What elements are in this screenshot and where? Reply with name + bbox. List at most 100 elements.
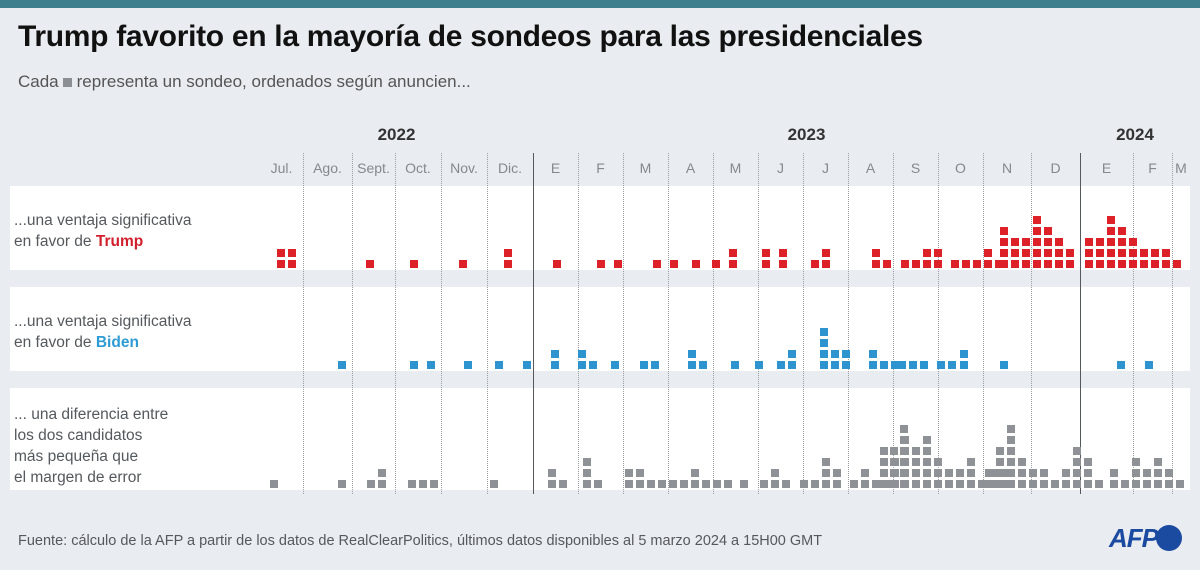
candidate-name-trump: Trump [95,233,144,250]
poll-square-trump [504,260,512,268]
poll-square-trump [712,260,720,268]
poll-square-biden [688,350,696,358]
month-label: F [596,160,605,176]
poll-square-biden [699,361,707,369]
category-band-trump [10,186,1190,270]
poll-square-trump [1151,249,1159,257]
poll-square-trump [822,260,830,268]
poll-square-trump [277,249,285,257]
poll-square-trump [1011,260,1019,268]
month-label: S [910,160,921,176]
poll-square-biden [842,361,850,369]
poll-square-tie [1073,447,1081,455]
poll-square-trump [614,260,622,268]
poll-square-trump [729,260,737,268]
poll-square-trump [1096,249,1104,257]
poll-square-tie [1154,458,1162,466]
poll-square-biden [427,361,435,369]
poll-square-tie [1095,480,1103,488]
month-divider-line [1133,153,1134,494]
poll-square-tie [548,469,556,477]
poll-square-tie [923,480,931,488]
poll-square-tie [967,469,975,477]
poll-square-trump [1033,249,1041,257]
year-divider-line [1080,153,1081,494]
poll-square-tie [996,480,1004,488]
poll-square-tie [912,480,920,488]
poll-square-tie [702,480,710,488]
poll-square-trump [1044,260,1052,268]
poll-square-trump [1118,227,1126,235]
poll-square-trump [1055,238,1063,246]
poll-square-tie [900,436,908,444]
poll-square-trump [1151,260,1159,268]
poll-square-biden [578,361,586,369]
month-divider-line [758,153,759,494]
poll-square-biden [495,361,503,369]
poll-square-trump [912,260,920,268]
poll-square-trump [1107,249,1115,257]
poll-square-biden [1145,361,1153,369]
month-divider-line [1172,153,1173,494]
poll-square-biden [820,328,828,336]
poll-square-tie [1110,469,1118,477]
category-band-biden [10,287,1190,371]
year-divider-line [533,153,534,494]
poll-square-trump [762,260,770,268]
poll-square-biden [820,350,828,358]
poll-square-trump [872,249,880,257]
category-label-trump: ...una ventaja significativa en favor de … [14,210,192,252]
poll-square-trump [984,260,992,268]
poll-square-trump [822,249,830,257]
poll-square-biden [578,350,586,358]
year-label: 2022 [377,125,416,144]
poll-square-tie [890,447,898,455]
poll-square-biden [731,361,739,369]
poll-square-tie [1029,480,1037,488]
poll-square-trump [934,249,942,257]
poll-square-trump [1129,238,1137,246]
poll-square-tie [1040,480,1048,488]
poll-square-biden [869,350,877,358]
poll-square-tie [559,480,567,488]
poll-square-trump [1129,249,1137,257]
category-label-line: ...una ventaja significativa [14,212,192,229]
poll-square-trump [1129,260,1137,268]
category-label-line: en favor de Trump [14,231,192,252]
poll-square-biden [410,361,418,369]
poll-square-trump [1140,260,1148,268]
category-label-line: en favor de Biden [14,332,192,353]
poll-square-biden [880,361,888,369]
subtitle-suffix: representa un sondeo, ordenados según an… [76,72,471,91]
month-divider-line [983,153,984,494]
poll-square-tie [408,480,416,488]
poll-square-trump [995,260,1003,268]
poll-square-trump [366,260,374,268]
poll-square-trump [962,260,970,268]
poll-square-tie [1000,480,1008,488]
poll-square-trump [1118,238,1126,246]
poll-square-biden [551,361,559,369]
poll-square-tie [1084,469,1092,477]
month-divider-line [848,153,849,494]
month-divider-line [623,153,624,494]
poll-square-tie [985,469,993,477]
poll-square-trump [1162,249,1170,257]
poll-square-tie [270,480,278,488]
poll-square-trump [1011,249,1019,257]
poll-square-trump [1107,238,1115,246]
poll-square-tie [822,458,830,466]
poll-square-tie [760,480,768,488]
poll-square-tie [945,469,953,477]
month-label: F [1148,160,1157,176]
poll-square-trump [923,260,931,268]
poll-square-tie [861,469,869,477]
poll-square-tie [800,480,808,488]
poll-square-tie [548,480,556,488]
poll-square-tie [1132,480,1140,488]
poll-square-tie [912,458,920,466]
poll-square-trump [779,249,787,257]
month-divider-line [893,153,894,494]
poll-square-tie [625,480,633,488]
poll-square-biden [651,361,659,369]
